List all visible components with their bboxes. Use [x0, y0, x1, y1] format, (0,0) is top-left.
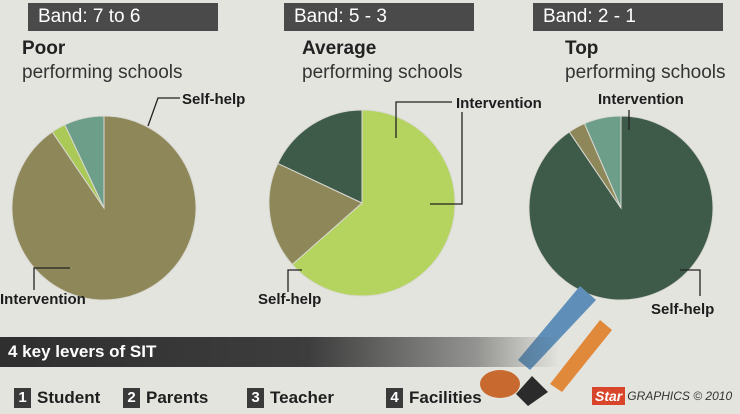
label-top-selfhelp: Self-help — [651, 301, 714, 318]
chart1-title: Poor — [22, 38, 66, 59]
lever-parents: 2 Parents — [123, 386, 208, 410]
leader-line-average-intervention — [395, 101, 452, 138]
chart2-subtitle: performing schools — [302, 62, 463, 83]
pie-slice-2-2 — [583, 115, 622, 209]
lever-teacher: 3 Teacher — [247, 386, 334, 410]
leader-line-average-unlabeled — [430, 112, 463, 205]
pie-slice-0-2 — [64, 115, 105, 209]
leader-line-poor-selfhelp — [147, 97, 180, 127]
lever-label: Teacher — [270, 388, 334, 407]
pie-chart-average — [268, 109, 456, 297]
brush-handle-orange — [550, 320, 612, 392]
lever-number: 2 — [123, 388, 140, 408]
label-top-intervention: Intervention — [598, 91, 684, 108]
lever-label: Student — [37, 388, 101, 407]
label-poor-intervention: Intervention — [0, 291, 86, 308]
chart1-subtitle: performing schools — [22, 62, 183, 83]
leader-line-poor-intervention — [33, 267, 70, 290]
leader-line-average-selfhelp — [287, 269, 302, 292]
star-logo: Star — [592, 387, 626, 405]
pie-slice-1-0 — [291, 109, 456, 297]
pie-slice-1-1 — [268, 162, 363, 266]
chart3-subtitle: performing schools — [565, 62, 726, 83]
lever-label: Parents — [146, 388, 209, 407]
levers-title: 4 key levers of SIT — [0, 337, 560, 367]
lever-number: 3 — [247, 388, 264, 408]
label-poor-selfhelp: Self-help — [182, 91, 245, 108]
pie-chart-top — [528, 115, 714, 301]
chart2-title: Average — [302, 38, 377, 59]
brush-tip-black — [516, 376, 548, 406]
band-header-3: Band: 2 - 1 — [533, 3, 723, 31]
pie-chart-poor — [11, 115, 197, 301]
brush-tip-red — [480, 370, 520, 398]
lever-number: 1 — [14, 388, 31, 408]
credit-text: GRAPHICS © 2010 — [627, 389, 733, 403]
graphics-credit: Star GRAPHICS © 2010 — [592, 387, 732, 405]
lever-number: 4 — [386, 388, 403, 408]
lever-student: 1 Student — [14, 386, 100, 410]
chart3-title: Top — [565, 38, 599, 59]
leader-line-top-selfhelp — [680, 269, 701, 296]
label-average-selfhelp: Self-help — [258, 291, 321, 308]
lever-label: Facilities — [409, 388, 482, 407]
pie-charts: Self-help Intervention Intervention Self… — [0, 91, 714, 318]
band-header-1: Band: 7 to 6 — [28, 3, 218, 31]
band-header-2: Band: 5 - 3 — [284, 3, 474, 31]
lever-facilities: 4 Facilities — [386, 386, 482, 410]
label-average-intervention: Intervention — [456, 95, 542, 112]
pie-slice-1-2 — [277, 109, 363, 204]
